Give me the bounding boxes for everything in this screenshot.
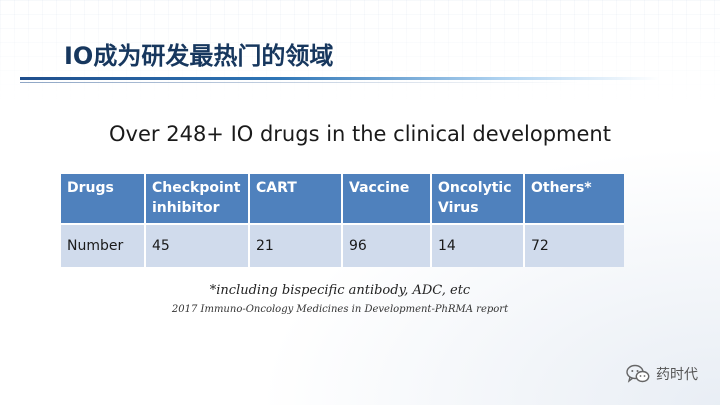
io-drugs-table: Drugs Checkpoint inhibitor CART Vaccine … — [61, 174, 624, 267]
cell-checkpoint-inhibitor-count: 45 — [145, 223, 250, 267]
title-underline — [20, 77, 660, 80]
slide-title: IO成为研发最热门的领域 — [64, 42, 334, 70]
header-cart: CART — [249, 174, 343, 224]
source-citation: 2017 Immuno-Oncology Medicines in Develo… — [171, 304, 509, 315]
cell-others-count: 72 — [524, 223, 624, 267]
cell-number-label: Number — [61, 223, 146, 267]
cell-oncolytic-virus-count: 14 — [431, 223, 525, 267]
cell-vaccine-count: 96 — [342, 223, 432, 267]
table-header-row: Drugs Checkpoint inhibitor CART Vaccine … — [61, 174, 624, 224]
slide-subtitle: Over 248+ IO drugs in the clinical devel… — [109, 122, 611, 146]
background-grid — [0, 0, 720, 100]
watermark: 药时代 — [626, 364, 698, 384]
header-drugs: Drugs — [61, 174, 146, 224]
watermark-text: 药时代 — [656, 367, 698, 383]
header-oncolytic-virus: Oncolytic Virus — [431, 174, 525, 224]
cell-cart-count: 21 — [249, 223, 343, 267]
header-vaccine: Vaccine — [342, 174, 432, 224]
footnote: *including bispecific antibody, ADC, etc — [209, 283, 471, 298]
header-others: Others* — [524, 174, 624, 224]
table-row: Number 45 21 96 14 72 — [61, 223, 624, 267]
header-checkpoint-inhibitor: Checkpoint inhibitor — [145, 174, 250, 224]
wechat-icon — [626, 364, 650, 384]
title-underline-thin — [20, 82, 580, 83]
